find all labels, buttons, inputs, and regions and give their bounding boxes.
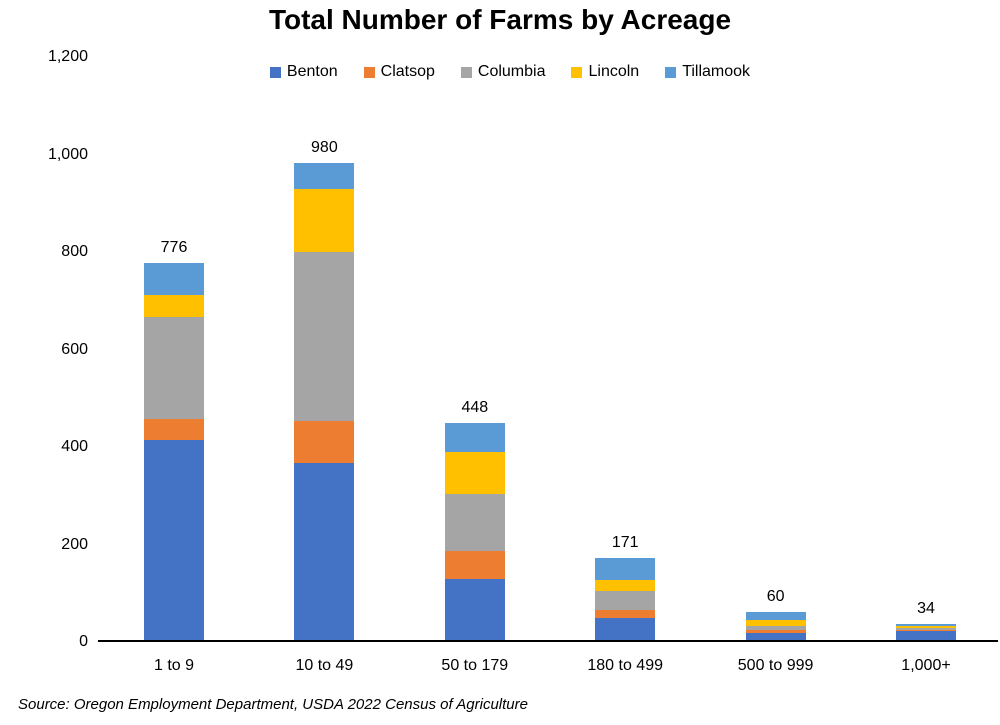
y-axis-tick-label: 0 <box>79 633 88 650</box>
bar-segment-columbia-5 <box>896 627 956 630</box>
bar-total-label: 776 <box>160 238 188 256</box>
legend-item-clatsop: Clatsop <box>363 63 435 81</box>
bar-segment-clatsop-5 <box>896 629 956 631</box>
x-axis-line <box>98 640 998 642</box>
legend-swatch-icon <box>269 66 281 78</box>
y-axis-tick-label: 1,200 <box>47 48 88 65</box>
chart-title: Total Number of Farms by Acreage <box>268 4 732 35</box>
x-axis-tick-label: 10 to 49 <box>295 657 354 674</box>
bar-segment-lincoln-0 <box>144 294 204 318</box>
bar-segment-tillamook-2 <box>444 422 505 452</box>
legend-swatch-icon <box>571 66 583 78</box>
bar-segment-benton-4 <box>745 633 806 641</box>
y-axis-tick-label: 400 <box>61 438 88 455</box>
bar-segment-columbia-3 <box>595 591 656 610</box>
y-axis-tick-label: 800 <box>61 243 88 260</box>
legend-label: Lincoln <box>588 63 640 80</box>
legend-item-lincoln: Lincoln <box>571 63 639 81</box>
bar-segment-clatsop-4 <box>745 630 806 634</box>
bar-segment-clatsop-1 <box>294 421 355 464</box>
bar-segment-tillamook-1 <box>294 163 355 190</box>
bar-segment-tillamook-3 <box>595 557 656 581</box>
bar-segment-columbia-4 <box>745 625 806 631</box>
x-axis-tick-label: 50 to 179 <box>441 657 509 674</box>
x-axis-tick-label: 1,000+ <box>901 657 951 674</box>
bar-segment-benton-2 <box>444 578 505 641</box>
bar-segment-lincoln-2 <box>444 451 505 495</box>
bar-total-label: 60 <box>766 587 785 605</box>
legend-item-benton: Benton <box>269 63 338 81</box>
chart-legend: Benton Clatsop Columbia Lincoln Tillamook <box>10 61 1000 83</box>
y-axis-tick-label: 1,000 <box>47 145 88 163</box>
legend-swatch-icon <box>460 66 472 78</box>
bar-segment-tillamook-5 <box>896 624 956 626</box>
bar-segment-benton-3 <box>595 617 656 641</box>
bar-total-label: 34 <box>917 600 935 618</box>
bar-segment-benton-1 <box>294 463 355 641</box>
bar-segment-columbia-2 <box>444 494 505 552</box>
bar-segment-clatsop-3 <box>595 609 656 618</box>
x-axis-tick-label: 500 to 999 <box>737 657 814 674</box>
bar-total-label: 448 <box>461 398 489 416</box>
bar-segment-columbia-0 <box>144 317 204 420</box>
y-axis-tick-label: 600 <box>61 340 88 358</box>
y-axis-tick-label: 200 <box>61 535 88 553</box>
legend-item-tillamook: Tillamook <box>665 63 750 81</box>
bar-segment-columbia-1 <box>294 251 355 422</box>
bar-segment-benton-5 <box>896 630 956 641</box>
bar-segment-clatsop-0 <box>144 419 204 441</box>
legend-swatch-icon <box>665 66 677 78</box>
bar-segment-benton-0 <box>144 440 204 641</box>
x-axis-tick-label: 180 to 499 <box>587 657 663 674</box>
legend-label: Tillamook <box>682 63 751 80</box>
source-note: Source: Oregon Employment Department, US… <box>18 696 528 713</box>
bar-segment-lincoln-5 <box>896 625 956 628</box>
bar-total-label: 980 <box>311 139 338 157</box>
bar-segment-lincoln-1 <box>294 189 355 252</box>
legend-label: Clatsop <box>380 63 435 80</box>
bar-segment-clatsop-2 <box>444 551 505 579</box>
legend-item-columbia: Columbia <box>460 63 546 81</box>
bar-segment-tillamook-0 <box>144 262 204 295</box>
bar-segment-lincoln-4 <box>745 620 806 626</box>
bar-segment-lincoln-3 <box>595 580 656 592</box>
x-axis-tick-label: 1 to 9 <box>153 657 195 674</box>
legend-label: Columbia <box>477 63 546 80</box>
bar-total-label: 171 <box>611 533 639 551</box>
bar-segment-tillamook-4 <box>745 611 806 621</box>
legend-label: Benton <box>286 63 338 80</box>
legend-swatch-icon <box>363 66 375 78</box>
